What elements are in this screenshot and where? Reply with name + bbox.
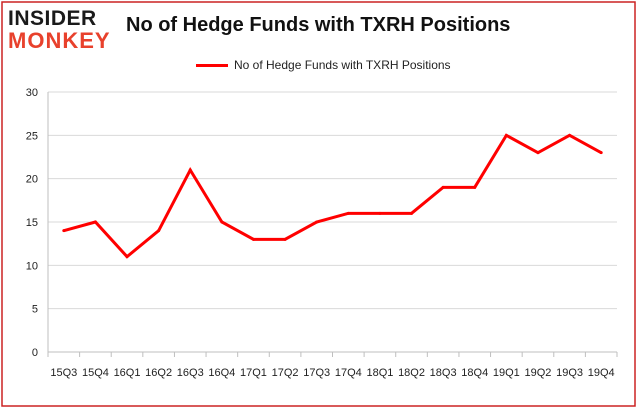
gridlines — [47, 91, 617, 353]
data-point — [62, 229, 66, 233]
y-tick-label: 30 — [26, 87, 38, 99]
x-tick-label: 19Q2 — [525, 367, 552, 379]
x-tick-label: 18Q4 — [461, 367, 488, 379]
data-point — [125, 255, 129, 259]
data-point — [251, 237, 255, 241]
y-tick-label: 10 — [26, 260, 38, 272]
legend-swatch — [196, 63, 228, 67]
data-point — [93, 220, 97, 224]
x-tick-label: 15Q3 — [50, 367, 77, 379]
legend: No of Hedge Funds with TXRH Positions — [196, 57, 451, 73]
logo-line-2: MONKEY — [8, 28, 111, 53]
y-tick-label: 5 — [32, 304, 38, 316]
legend-label: No of Hedge Funds with TXRH Positions — [234, 58, 451, 72]
data-point — [599, 151, 603, 155]
x-tick-label: 17Q1 — [240, 367, 267, 379]
chart-title: No of Hedge Funds with TXRH Positions — [126, 14, 511, 36]
x-tick-label: 16Q4 — [208, 367, 235, 379]
x-tick-label: 17Q4 — [335, 367, 362, 379]
data-point — [188, 168, 192, 172]
data-point — [568, 133, 572, 137]
x-tick-label: 19Q4 — [588, 367, 615, 379]
x-tick-label: 18Q1 — [366, 367, 393, 379]
data-point — [220, 220, 224, 224]
logo-line-1: INSIDER — [8, 7, 97, 30]
y-tick-label: 20 — [26, 174, 38, 186]
insider-monkey-logo: INSIDER MONKEY — [8, 8, 118, 56]
y-tick-label: 0 — [32, 347, 38, 359]
data-point — [346, 211, 350, 215]
y-tick-label: 25 — [26, 130, 38, 142]
data-point — [536, 151, 540, 155]
y-axis-ticks: 0 5 10 15 20 25 30 — [26, 87, 38, 359]
data-point — [378, 211, 382, 215]
data-point — [473, 185, 477, 189]
series-line-0 — [63, 133, 602, 259]
x-tick-label: 17Q2 — [272, 367, 299, 379]
x-tick-label: 19Q3 — [556, 367, 583, 379]
y-tick-label: 15 — [26, 217, 38, 229]
data-point — [504, 133, 508, 137]
x-tick-label: 17Q3 — [303, 367, 330, 379]
data-point — [410, 211, 414, 215]
x-tick-label: 15Q4 — [82, 367, 109, 379]
x-tick-label: 16Q1 — [114, 367, 141, 379]
x-tick-label: 18Q2 — [398, 367, 425, 379]
x-axis-ticks: 15Q3 15Q4 16Q1 16Q2 16Q3 16Q4 17Q1 17Q2 17Q3 17Q4… — [47, 352, 618, 379]
data-point — [283, 237, 287, 241]
series-layer — [62, 133, 603, 259]
x-tick-label: 18Q3 — [430, 367, 457, 379]
x-tick-label: 16Q3 — [177, 367, 204, 379]
data-point — [315, 220, 319, 224]
data-point — [157, 229, 161, 233]
data-point — [441, 185, 445, 189]
x-tick-label: 16Q2 — [145, 367, 172, 379]
x-tick-label: 19Q1 — [493, 367, 520, 379]
